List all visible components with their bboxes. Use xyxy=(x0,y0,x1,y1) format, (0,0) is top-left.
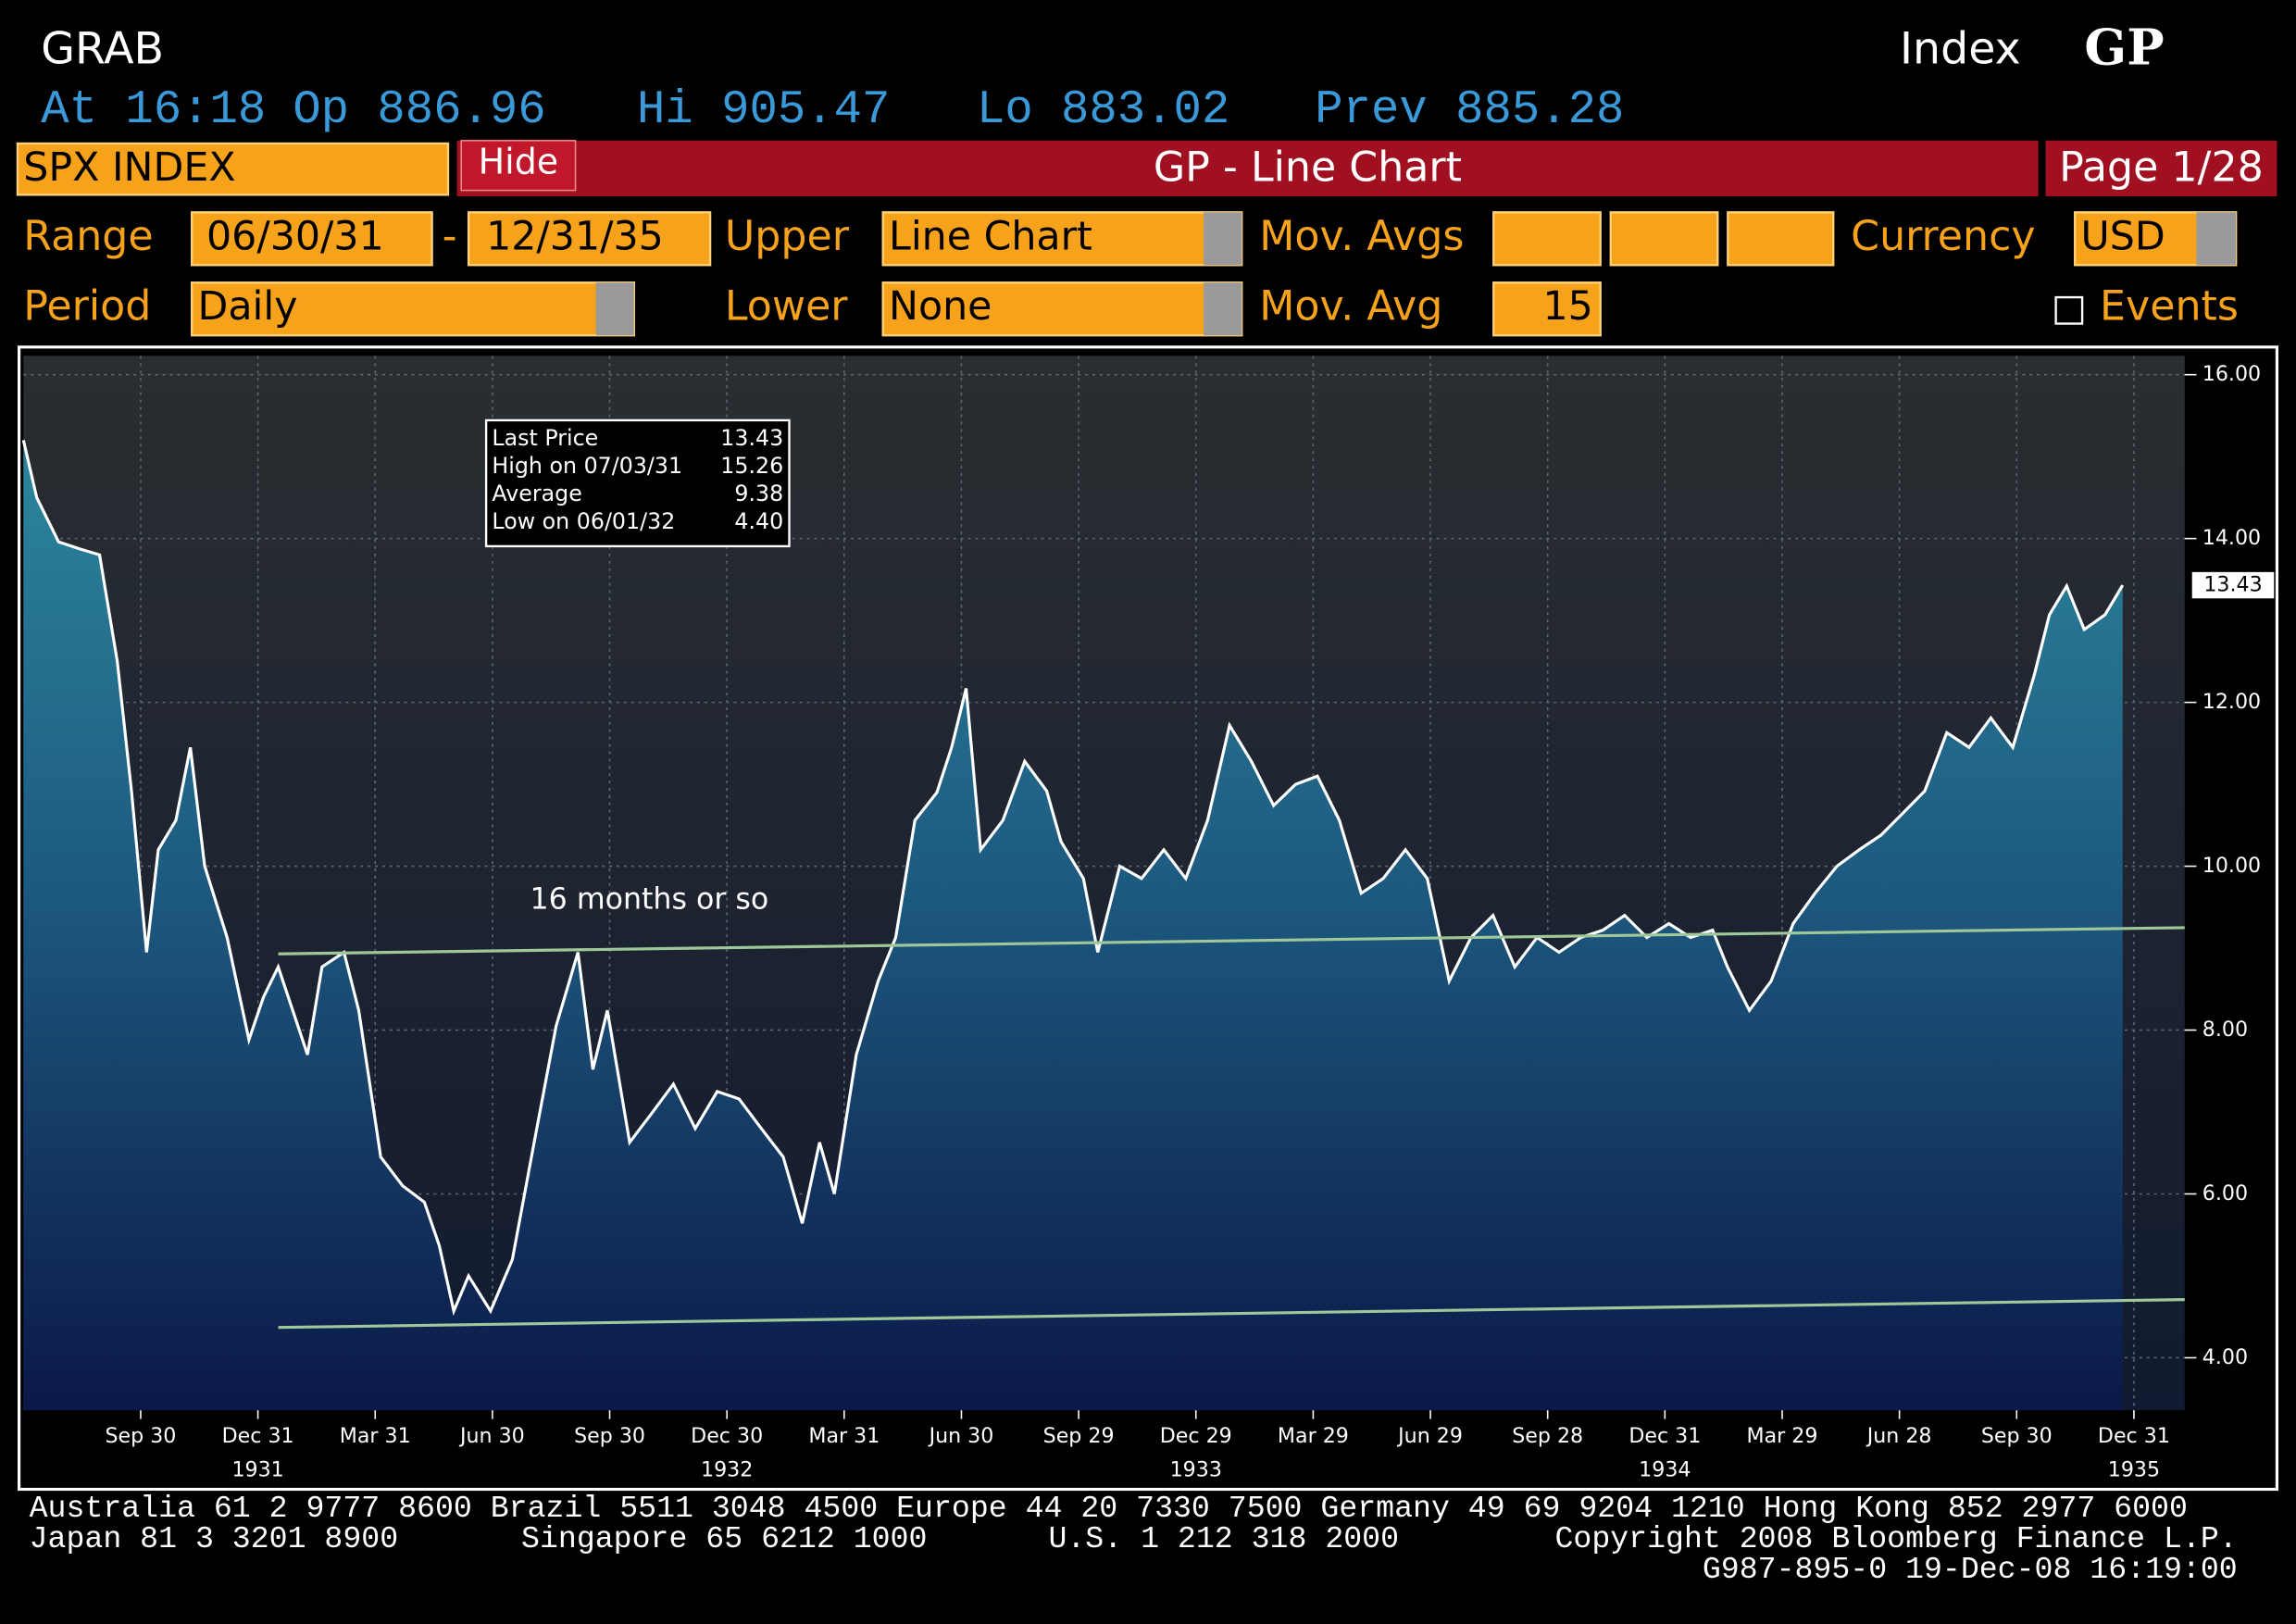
footer-phones: Australia 61 2 9777 8600 Brazil 5511 304… xyxy=(30,1491,2188,1526)
mov-avg-label: Mov. Avg xyxy=(1259,283,1442,331)
quote-prev: Prev 885.28 xyxy=(1315,84,1624,137)
x-year-label: 1933 xyxy=(1170,1457,1222,1481)
last-price-label: 13.43 xyxy=(2203,573,2262,597)
footer-us: U.S. 1 212 318 2000 xyxy=(1048,1521,1399,1556)
stats-label: High on 07/03/31 xyxy=(492,453,682,479)
stats-box xyxy=(484,418,791,548)
events-label: Events xyxy=(2100,283,2239,331)
page-text: Page 1/28 xyxy=(2059,144,2264,191)
page-box[interactable] xyxy=(2045,140,2277,196)
range-end-field[interactable] xyxy=(467,211,712,267)
y-tick-label: 8.00 xyxy=(2202,1018,2248,1042)
x-tick-label: Sep 30 xyxy=(1981,1424,2053,1448)
mov-avg-field[interactable] xyxy=(1727,211,1835,267)
footer-id: G987-895-0 19-Dec-08 16:19:00 xyxy=(1703,1552,2238,1587)
x-tick-label: Dec 29 xyxy=(1160,1424,1232,1448)
x-year-label: 1932 xyxy=(701,1457,753,1481)
currency-label: Currency xyxy=(1851,213,2035,260)
y-tick-label: 6.00 xyxy=(2202,1181,2248,1206)
lower-field[interactable] xyxy=(881,281,1243,337)
trend-line xyxy=(278,926,2185,956)
dropdown[interactable] xyxy=(1204,282,1242,336)
mov-avg-field[interactable] xyxy=(1609,211,1719,267)
y-tick-label: 12.00 xyxy=(2202,690,2261,714)
mov-avg-field[interactable] xyxy=(1492,211,1602,267)
upper-value: Line Chart xyxy=(889,213,1092,259)
footer-japan: Japan 81 3 3201 8900 xyxy=(30,1521,399,1556)
quote-time: At 16:18 xyxy=(41,84,266,137)
x-tick-label: Dec 31 xyxy=(2098,1424,2170,1448)
dropdown[interactable] xyxy=(2196,212,2237,266)
x-tick-label: Mar 29 xyxy=(1278,1424,1349,1448)
x-tick-label: Mar 31 xyxy=(808,1424,880,1448)
x-tick-label: Mar 31 xyxy=(340,1424,411,1448)
y-tick-label: 16.00 xyxy=(2202,362,2261,386)
function-code: GP xyxy=(2084,18,2164,76)
upper-label: Upper xyxy=(725,213,850,260)
mov-avg-value: 15 xyxy=(1542,283,1592,330)
lower-value: None xyxy=(889,283,992,330)
quote-low: Lo 883.02 xyxy=(977,84,1229,137)
upper-field[interactable] xyxy=(881,211,1243,267)
x-tick-label: Sep 28 xyxy=(1512,1424,1583,1448)
stats-label: Average xyxy=(492,481,581,506)
x-tick-label: Sep 30 xyxy=(106,1424,177,1448)
x-tick-label: Dec 31 xyxy=(1628,1424,1701,1448)
price-area xyxy=(23,440,2123,1411)
quote-open: Op 886.96 xyxy=(293,84,545,137)
mov-avgs-label: Mov. Avgs xyxy=(1259,213,1464,260)
currency-value: USD xyxy=(2081,213,2165,259)
stats-value: 13.43 xyxy=(720,425,783,451)
range-sep: - xyxy=(443,213,457,260)
x-tick-label: Jun 28 xyxy=(1866,1424,1932,1448)
price-line xyxy=(21,440,2125,1317)
x-tick-label: Jun 30 xyxy=(458,1424,525,1448)
dropdown[interactable] xyxy=(595,282,634,336)
stats-label: Last Price xyxy=(492,425,598,451)
x-tick-label: Dec 30 xyxy=(691,1424,763,1448)
security-field[interactable] xyxy=(16,142,450,196)
x-tick-label: Mar 29 xyxy=(1747,1424,1818,1448)
events-checkbox[interactable] xyxy=(2054,295,2084,325)
x-tick-label: Sep 30 xyxy=(574,1424,645,1448)
y-tick-label: 14.00 xyxy=(2202,526,2261,550)
range-end: 12/31/35 xyxy=(486,213,664,259)
range-start-field[interactable] xyxy=(191,211,433,267)
x-tick-label: Sep 29 xyxy=(1043,1424,1115,1448)
y-tick-label: 4.00 xyxy=(2202,1345,2248,1369)
security-text: SPX INDEX xyxy=(23,144,235,191)
period-field[interactable] xyxy=(191,281,636,337)
range-label: Range xyxy=(23,213,153,260)
period-value: Daily xyxy=(198,283,298,330)
footer-copyright: Copyright 2008 Bloomberg Finance L.P. xyxy=(1554,1521,2237,1556)
stats-value: 4.40 xyxy=(734,508,783,534)
index-label: Index xyxy=(1900,23,2021,74)
lower-label: Lower xyxy=(725,283,848,331)
quote-high: Hi 905.47 xyxy=(637,84,890,137)
toolbar xyxy=(456,140,2039,196)
footer-singapore: Singapore 65 6212 1000 xyxy=(521,1521,927,1556)
x-tick-label: Jun 29 xyxy=(1396,1424,1463,1448)
mov-avg-value-field[interactable] xyxy=(1492,281,1602,337)
x-tick-label: Jun 30 xyxy=(928,1424,994,1448)
hide-button[interactable] xyxy=(460,140,577,192)
last-price-box xyxy=(2191,571,2275,599)
trend-line xyxy=(278,1298,2185,1330)
x-year-label: 1931 xyxy=(231,1457,283,1481)
stats-value: 15.26 xyxy=(720,453,783,479)
x-tick-label: Dec 31 xyxy=(222,1424,294,1448)
stats-value: 9.38 xyxy=(734,481,783,506)
toolbar-title: GP - Line Chart xyxy=(1154,144,1462,191)
dropdown[interactable] xyxy=(1204,212,1242,266)
range-start: 06/30/31 xyxy=(206,213,384,259)
x-year-label: 1935 xyxy=(2108,1457,2160,1481)
screen-title: GRAB xyxy=(41,23,164,74)
stats-label: Low on 06/01/32 xyxy=(492,508,675,534)
hide-text: Hide xyxy=(479,142,559,182)
y-tick-label: 10.00 xyxy=(2202,854,2261,878)
period-label: Period xyxy=(23,283,151,331)
annotation: 16 months or so xyxy=(530,883,769,917)
x-year-label: 1934 xyxy=(1639,1457,1691,1481)
